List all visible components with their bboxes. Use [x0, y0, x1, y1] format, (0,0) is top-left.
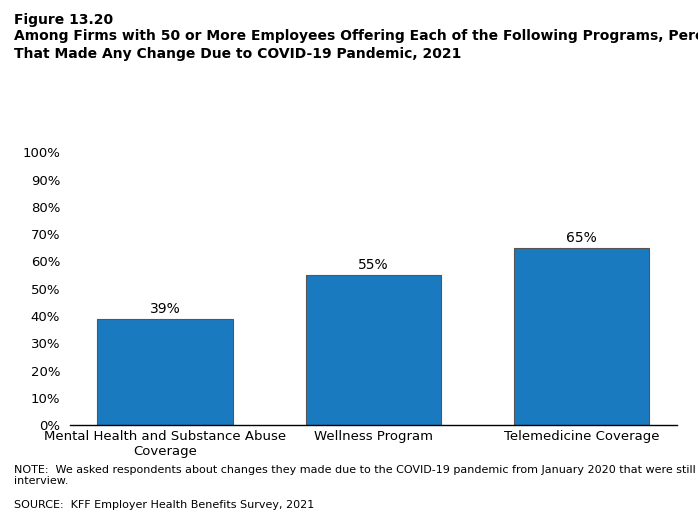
Bar: [514, 248, 649, 425]
Text: 65%: 65%: [566, 231, 597, 245]
Text: Figure 13.20: Figure 13.20: [14, 13, 113, 27]
Text: 55%: 55%: [358, 258, 389, 272]
Text: Among Firms with 50 or More Employees Offering Each of the Following Programs, P: Among Firms with 50 or More Employees Of…: [14, 29, 698, 43]
Bar: [306, 275, 441, 425]
Text: That Made Any Change Due to COVID-19 Pandemic, 2021: That Made Any Change Due to COVID-19 Pan…: [14, 47, 461, 61]
Text: 39%: 39%: [150, 302, 181, 316]
Text: NOTE:  We asked respondents about changes they made due to the COVID-19 pandemic: NOTE: We asked respondents about changes…: [14, 465, 698, 486]
Bar: [98, 319, 233, 425]
Text: SOURCE:  KFF Employer Health Benefits Survey, 2021: SOURCE: KFF Employer Health Benefits Sur…: [14, 500, 314, 510]
